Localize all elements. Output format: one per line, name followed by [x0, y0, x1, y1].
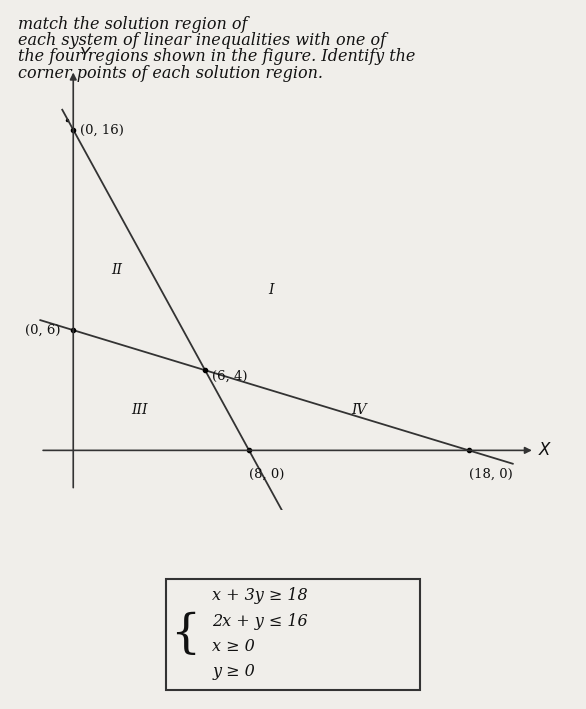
Text: (18, 0): (18, 0): [469, 468, 513, 481]
Text: x ≥ 0: x ≥ 0: [212, 638, 255, 655]
Text: {: {: [170, 612, 200, 657]
Text: Y: Y: [80, 45, 90, 64]
Text: each system of linear inequalities with one of: each system of linear inequalities with …: [18, 32, 386, 49]
Text: (6, 4): (6, 4): [212, 369, 247, 383]
Text: II: II: [112, 263, 122, 277]
Text: y ≥ 0: y ≥ 0: [212, 664, 255, 681]
Text: (8, 0): (8, 0): [249, 468, 284, 481]
Text: (0, 6): (0, 6): [25, 323, 60, 337]
Text: x + 3y ≥ 18: x + 3y ≥ 18: [212, 588, 308, 605]
Text: III: III: [131, 403, 148, 418]
Text: X: X: [539, 442, 550, 459]
Text: IV: IV: [351, 403, 367, 418]
Text: the four regions shown in the figure. Identify the: the four regions shown in the figure. Id…: [18, 48, 415, 65]
Text: match the solution region of: match the solution region of: [18, 16, 247, 33]
Text: I: I: [268, 283, 274, 297]
FancyBboxPatch shape: [166, 579, 420, 690]
Text: (0, 16): (0, 16): [80, 123, 124, 136]
Text: 2x + y ≤ 16: 2x + y ≤ 16: [212, 613, 308, 630]
Text: corner points of each solution region.: corner points of each solution region.: [18, 65, 322, 82]
